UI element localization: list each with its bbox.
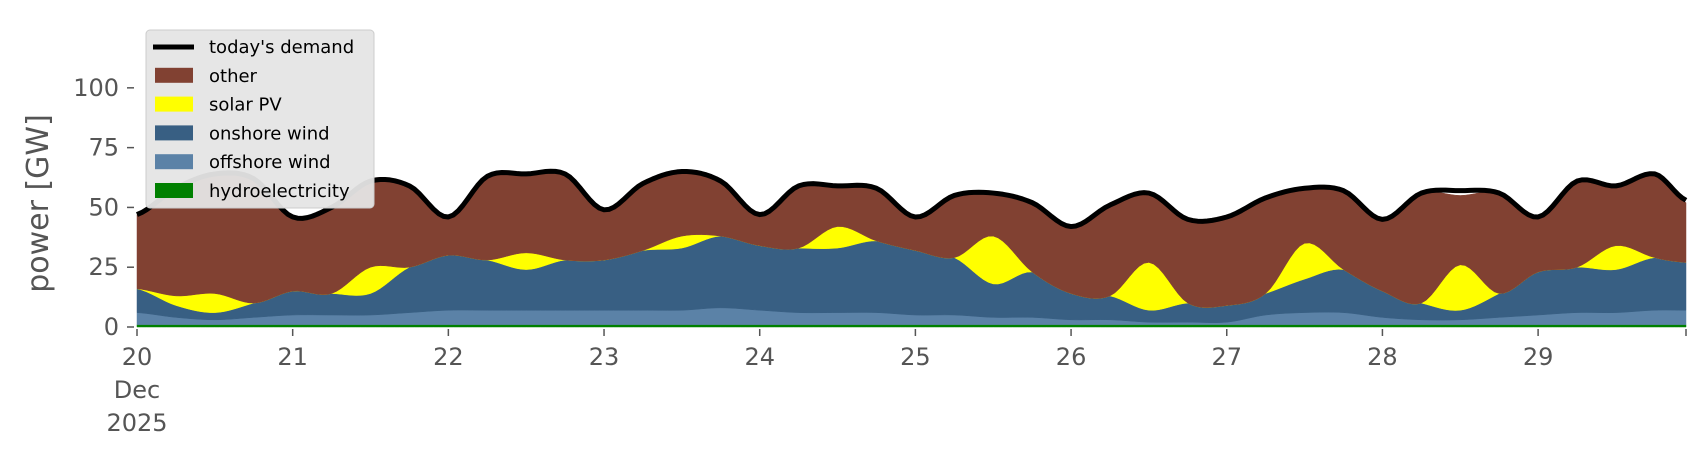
y-axis-label: power [GW]	[21, 114, 56, 293]
legend-label: offshore wind	[209, 152, 331, 173]
x-tick-label: 24	[744, 343, 775, 371]
x-tick-label: 23	[589, 343, 620, 371]
legend-swatch	[155, 183, 193, 198]
x-tick-label: 20	[122, 343, 153, 371]
area-hydroelectricity	[136, 324, 1687, 328]
x-tick-label: 25	[900, 343, 931, 371]
x-tick-label: 22	[433, 343, 464, 371]
legend-label: today's demand	[209, 37, 354, 58]
x-tick-label: 26	[1056, 343, 1087, 371]
y-tick-label: 25	[88, 253, 119, 281]
x-tick-label: 27	[1211, 343, 1242, 371]
legend-box	[145, 29, 375, 209]
legend-label: other	[209, 66, 258, 87]
y-tick-label: 100	[73, 74, 119, 102]
legend-label: solar PV	[209, 95, 282, 116]
legend-swatch	[155, 96, 193, 112]
legend-swatch	[155, 154, 193, 170]
y-tick-label: 0	[104, 313, 119, 341]
x-tick-label: 29	[1523, 343, 1554, 371]
y-tick-label: 75	[88, 134, 119, 162]
x-tick-label: 21	[277, 343, 308, 371]
x-tick-sublabel-year: 2025	[106, 409, 167, 437]
y-tick-label: 50	[88, 193, 119, 221]
demand-line-group	[136, 168, 1688, 230]
x-tick-sublabel-month: Dec	[114, 376, 160, 404]
legend-label: hydroelectricity	[209, 181, 350, 202]
legend-swatch	[155, 67, 193, 83]
demand-line	[136, 168, 1688, 230]
x-tick-label: 28	[1367, 343, 1398, 371]
legend-swatch	[155, 125, 193, 141]
legend-label: onshore wind	[209, 123, 330, 144]
stacked-areas	[136, 170, 1687, 328]
axes: 0 25 50 75 100 20 Dec 2025 21 22 23 24 25 26 27 28 29	[73, 74, 1687, 437]
legend: today's demand other solar PV onshore wind o…	[145, 29, 375, 209]
